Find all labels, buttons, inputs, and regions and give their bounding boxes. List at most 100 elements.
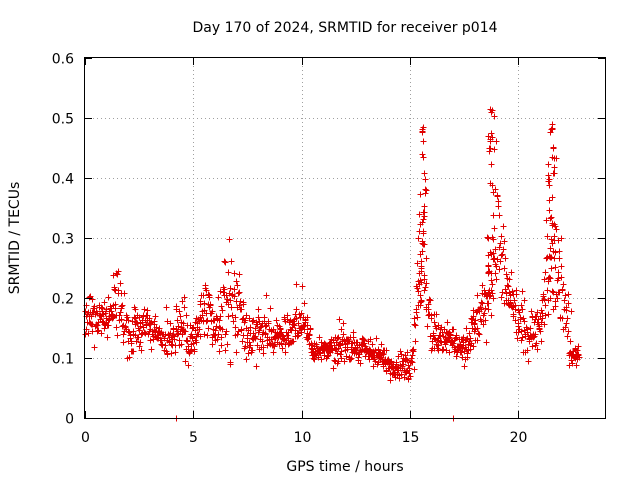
data-point [91, 303, 98, 310]
data-point [515, 329, 522, 336]
data-point [188, 347, 195, 354]
data-point [357, 360, 364, 367]
data-point [97, 312, 104, 319]
data-point [369, 341, 376, 348]
data-point [116, 312, 123, 319]
data-point [532, 331, 539, 338]
data-point [533, 340, 540, 347]
data-point [501, 265, 508, 272]
data-point [375, 359, 382, 366]
data-point [204, 332, 211, 339]
data-point [503, 290, 510, 297]
data-point [331, 357, 338, 364]
data-point [311, 356, 318, 363]
data-point [340, 320, 347, 327]
data-point [147, 337, 154, 344]
data-point [480, 321, 487, 328]
data-point [411, 315, 418, 322]
data-point [551, 170, 558, 177]
data-point [485, 289, 492, 296]
data-point [257, 324, 264, 331]
data-point [214, 336, 221, 343]
data-point [222, 259, 229, 266]
data-point [322, 341, 329, 348]
data-point [486, 293, 493, 300]
data-point [419, 126, 426, 133]
plot-frame [84, 57, 606, 419]
data-point [487, 180, 494, 187]
data-point [211, 332, 218, 339]
data-point [113, 324, 120, 331]
data-point [463, 325, 470, 332]
data-point [216, 317, 223, 324]
data-point [400, 361, 407, 368]
data-point [338, 326, 345, 333]
data-point [413, 306, 420, 313]
data-point [340, 331, 347, 338]
data-point [409, 359, 416, 366]
data-point [556, 255, 563, 262]
data-point [409, 352, 416, 359]
data-point [569, 360, 576, 367]
data-point [147, 320, 154, 327]
data-point [546, 253, 553, 260]
data-point [338, 355, 345, 362]
data-point [511, 297, 518, 304]
data-point [485, 235, 492, 242]
data-point [141, 329, 148, 336]
data-point [218, 303, 225, 310]
data-point [411, 366, 418, 373]
data-point [525, 358, 532, 365]
data-point [541, 276, 548, 283]
y-tick-labels: 0 0.1 0.2 0.3 0.4 0.5 0.6 [52, 52, 74, 428]
data-point [507, 292, 514, 299]
data-point [545, 275, 552, 282]
data-point [401, 374, 408, 381]
data-point [170, 332, 177, 339]
data-point [507, 299, 514, 306]
data-point [556, 248, 563, 255]
data-point [467, 335, 474, 342]
data-point [410, 348, 417, 355]
data-point [411, 321, 418, 328]
data-point [143, 322, 150, 329]
data-point [104, 334, 111, 341]
data-point [135, 334, 142, 341]
data-point [414, 260, 421, 267]
data-point [407, 373, 414, 380]
data-point [180, 320, 187, 327]
data-point [316, 334, 323, 341]
data-point [563, 304, 570, 311]
data-point [284, 312, 291, 319]
data-point [361, 340, 368, 347]
data-point [287, 317, 294, 324]
data-point [493, 138, 500, 145]
data-point [424, 323, 431, 330]
data-point [483, 339, 490, 346]
data-point [433, 311, 440, 318]
data-point [94, 322, 101, 329]
data-point [422, 186, 429, 193]
data-point [487, 138, 494, 145]
data-point [547, 295, 554, 302]
data-point [501, 238, 508, 245]
data-point [133, 338, 140, 345]
data-point [508, 269, 515, 276]
data-point [231, 270, 238, 277]
data-point [232, 324, 239, 331]
data-point [390, 370, 397, 377]
data-point [350, 329, 357, 336]
data-point [260, 344, 267, 351]
data-point [117, 309, 124, 316]
data-point [490, 295, 497, 302]
data-point [162, 342, 169, 349]
data-point [282, 349, 289, 356]
data-point [485, 306, 492, 313]
data-point [348, 355, 355, 362]
data-point [420, 216, 427, 223]
data-point [98, 330, 105, 337]
data-point [419, 248, 426, 255]
data-point [466, 330, 473, 337]
data-point [408, 355, 415, 362]
data-point [545, 178, 552, 185]
